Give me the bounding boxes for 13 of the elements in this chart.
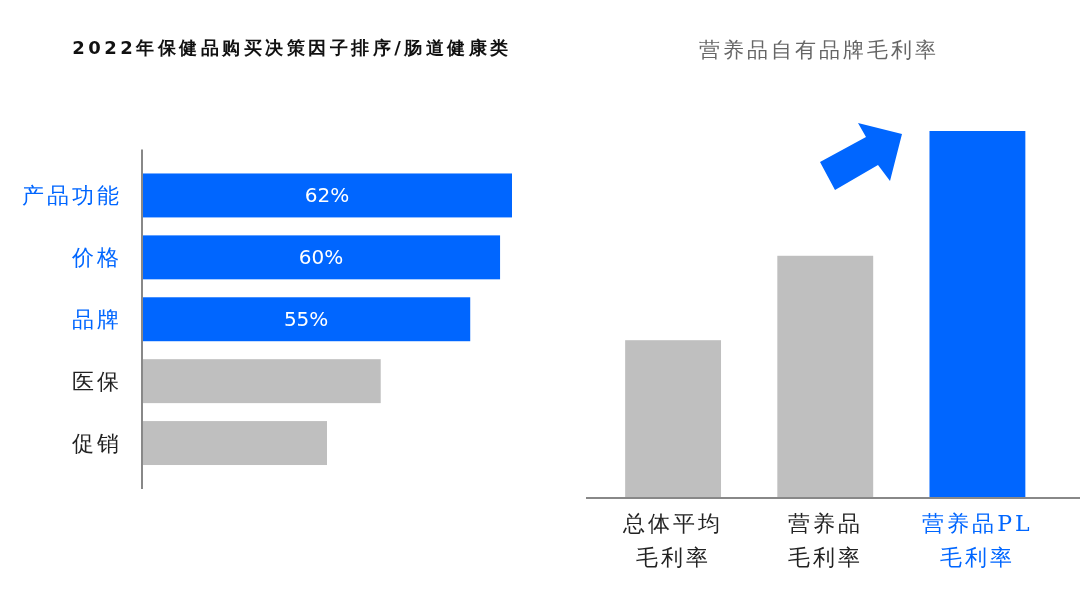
value-label: 62% <box>304 183 350 208</box>
value-label: 60% <box>298 245 344 270</box>
value-label: 55% <box>283 307 329 332</box>
category-label: 产品功能 <box>22 182 122 208</box>
category-label: 品牌 <box>72 306 122 332</box>
category-label: 营养品毛利率 <box>787 511 863 570</box>
category-label: 价格 <box>72 244 122 270</box>
category-label: 医保 <box>72 368 122 394</box>
category-label: 促销 <box>72 430 122 456</box>
category-label: 营养品PL毛利率 <box>922 511 1033 570</box>
title: 2022年保健品购买决策因子排序/肠道健康类 <box>72 37 512 58</box>
category-label: 总体平均毛利率 <box>623 511 724 570</box>
title: 营养品自有品牌毛利率 <box>699 38 939 62</box>
